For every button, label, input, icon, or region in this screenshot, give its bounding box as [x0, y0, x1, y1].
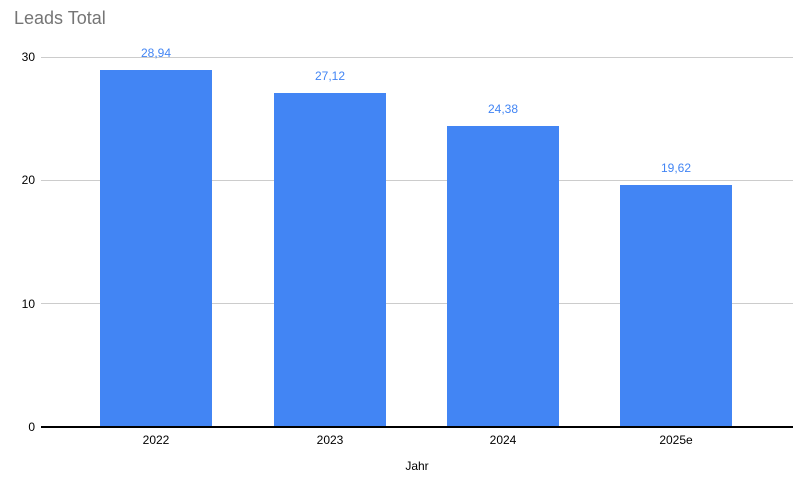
data-label-2024: 24,38	[487, 102, 519, 117]
bar-2022[interactable]	[100, 70, 212, 427]
gridline-y-20	[41, 179, 793, 181]
bar-2025e[interactable]	[620, 185, 732, 427]
x-tick-label-2023: 2023	[316, 433, 344, 447]
x-axis-title: Jahr	[405, 459, 429, 473]
bar-2024[interactable]	[447, 126, 559, 427]
gridline-y-10	[41, 303, 793, 305]
chart-title: Leads Total	[14, 8, 106, 28]
data-label-2022: 28,94	[140, 46, 172, 61]
y-tick-label-20: 20	[21, 173, 35, 188]
gridline-y-30	[41, 56, 793, 58]
y-tick-label-10: 10	[21, 296, 35, 311]
y-tick-label-30: 30	[21, 50, 35, 64]
y-tick-label-0: 0	[28, 420, 35, 434]
x-tick-label-2025e: 2025e	[659, 433, 693, 447]
data-label-2025e: 19,62	[660, 161, 692, 176]
x-tick-label-2024: 2024	[489, 433, 517, 447]
x-axis-baseline	[41, 426, 793, 428]
bar-2023[interactable]	[274, 92, 386, 427]
data-label-2023: 27,12	[314, 68, 346, 83]
x-tick-label-2022: 2022	[142, 433, 170, 447]
